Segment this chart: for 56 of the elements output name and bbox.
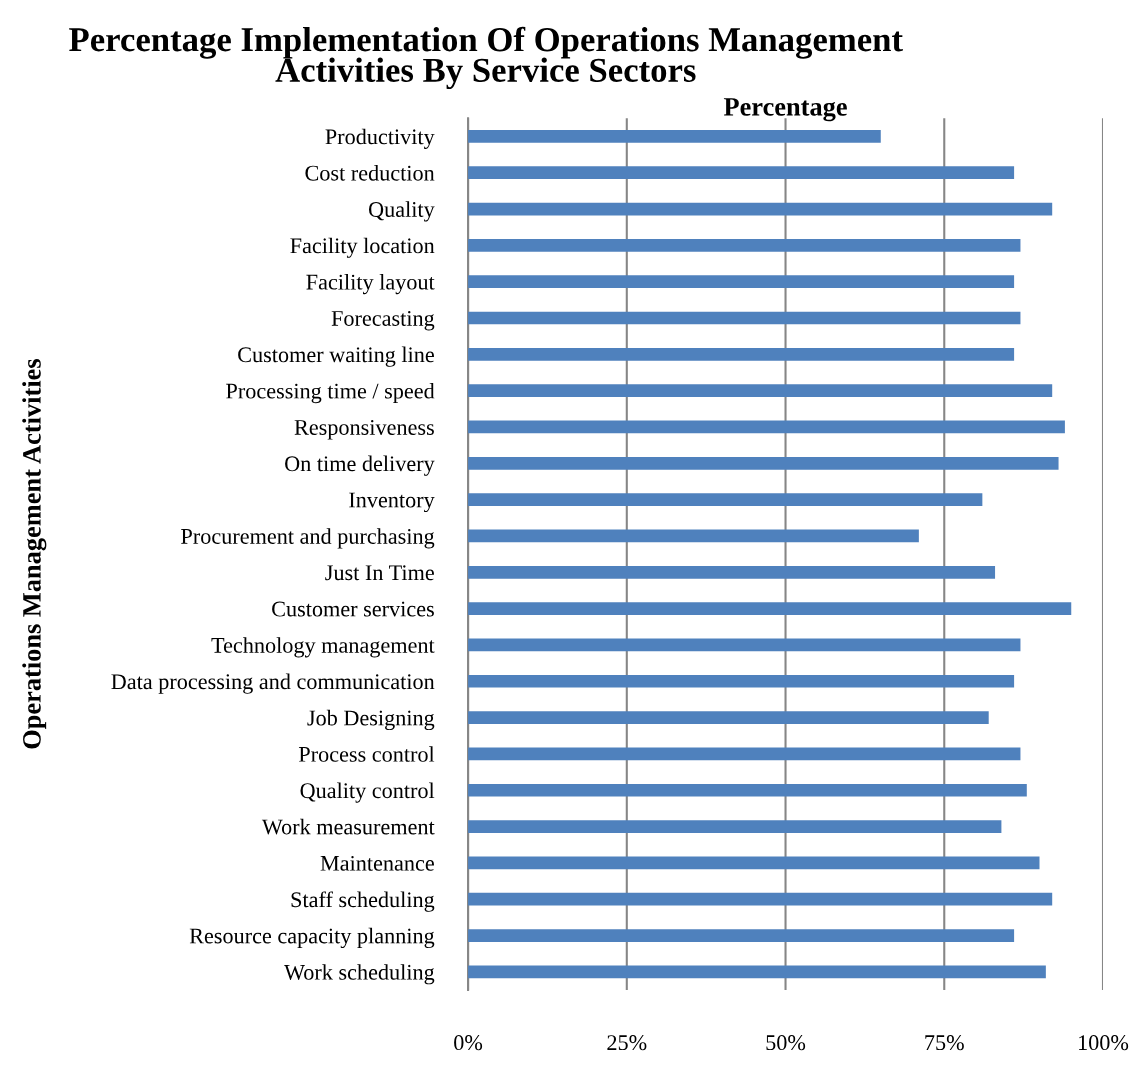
bar — [468, 638, 1021, 652]
y-tick-label: Customer services — [272, 601, 434, 617]
bar — [468, 565, 996, 579]
bar — [468, 711, 989, 724]
y-tick-label: Quality control — [300, 782, 435, 803]
x-tick-label: 0% — [454, 1035, 483, 1051]
bar — [468, 892, 1053, 906]
y-tick-label: Processing time / speed — [226, 382, 435, 404]
y-tick-label: Productivity — [325, 128, 435, 149]
x-tick-label: 75% — [925, 1035, 964, 1051]
bar — [468, 420, 1065, 434]
bar — [468, 384, 1053, 398]
bar — [468, 456, 1059, 470]
y-tick-label: Cost reduction — [305, 164, 435, 181]
y-tick-label: Inventory — [349, 492, 435, 513]
y-tick-label: Staff scheduling — [291, 891, 435, 912]
y-tick-label: Forecasting — [331, 310, 435, 331]
bar — [468, 202, 1053, 216]
bar — [468, 965, 1046, 979]
x-tick-label: 100% — [1079, 1035, 1129, 1051]
bar — [468, 747, 1021, 761]
y-tick-label: Data processing and communication — [111, 673, 435, 694]
bar — [468, 311, 1021, 325]
x-axis-title: Percentage — [723, 98, 847, 122]
y-tick-label: Customer waiting line — [238, 346, 434, 367]
y-tick-label: Just In Time — [325, 565, 434, 581]
y-tick-label: Process control — [298, 746, 435, 762]
bar — [468, 239, 1021, 252]
bar — [468, 529, 919, 543]
bar — [468, 929, 1015, 942]
bar — [468, 602, 1072, 615]
y-tick-label: Facility layout — [306, 273, 435, 295]
bar — [468, 856, 1040, 870]
y-tick-label: On time delivery — [285, 455, 435, 476]
y-tick-label: Resource capacity planning — [189, 927, 435, 949]
y-tick-label: Technology management — [211, 637, 435, 658]
y-tick-label: Facility location — [290, 237, 435, 258]
y-tick-label: Maintenance — [320, 855, 434, 871]
bar — [468, 130, 881, 143]
y-tick-label: Responsiveness — [294, 419, 434, 440]
bar — [468, 820, 1002, 833]
bar — [468, 674, 1015, 688]
y-tick-label: Quality — [368, 201, 435, 222]
bar — [468, 783, 1027, 797]
x-tick-label: 25% — [607, 1035, 647, 1051]
y-tick-label: Procurement and purchasing — [181, 528, 435, 549]
chart-title: Percentage Implementation Of Operations Management Activities By Service Sectors — [69, 26, 903, 90]
bar — [468, 275, 1015, 289]
bar — [468, 493, 983, 506]
x-tick-label: 50% — [766, 1035, 806, 1051]
y-axis-title: Operations Management Activities — [22, 359, 47, 749]
y-tick-label: Work scheduling — [284, 964, 435, 985]
y-tick-label: Job Designing — [307, 709, 435, 731]
y-tick-label: Work measurement — [261, 818, 435, 835]
bar — [468, 347, 1015, 361]
bar — [468, 166, 1015, 180]
